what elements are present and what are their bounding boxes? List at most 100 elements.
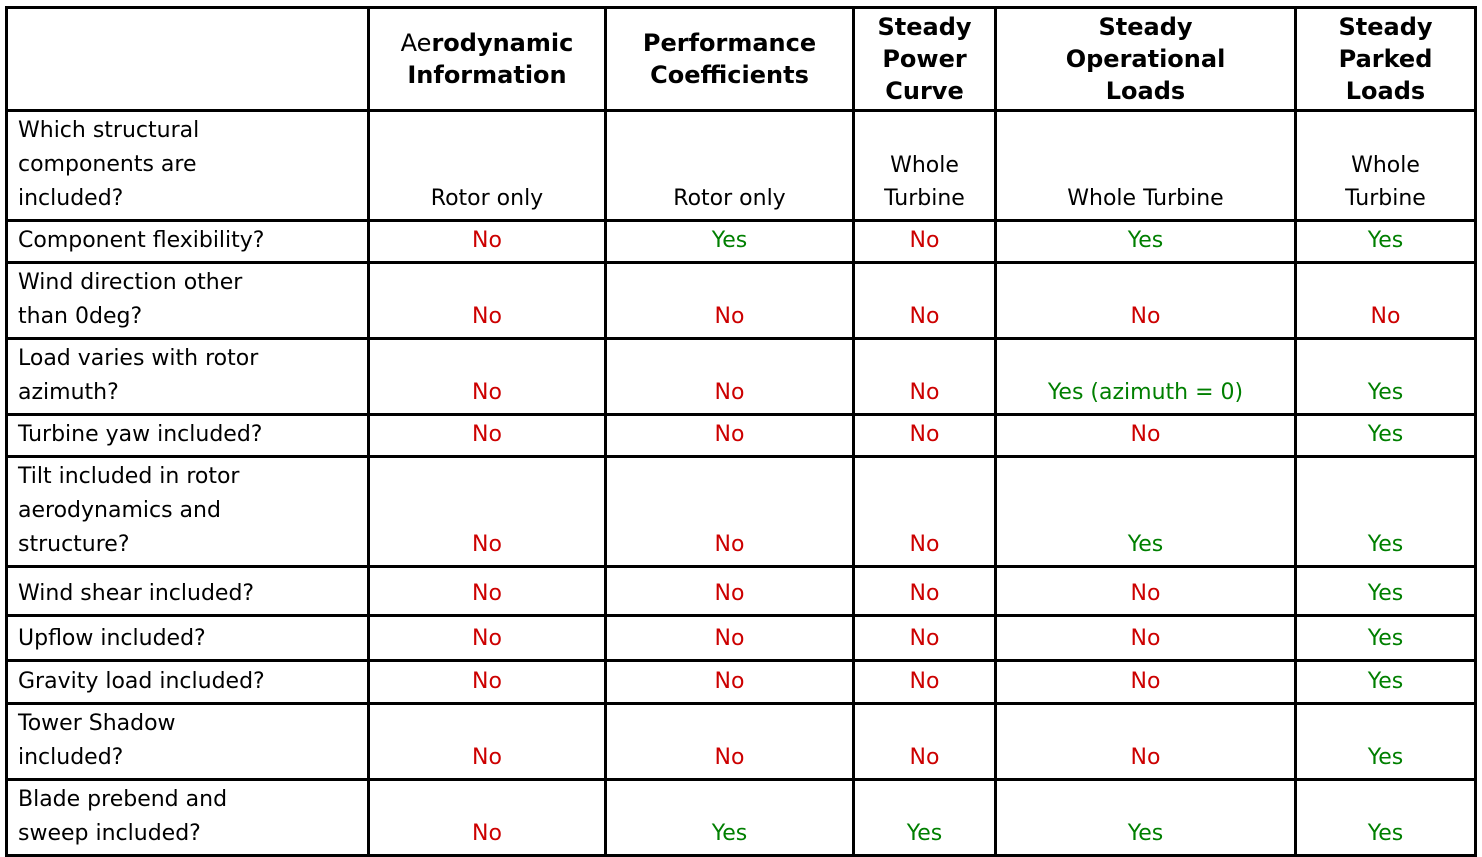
value-line: Whole Turbine xyxy=(1067,186,1224,211)
value-cell: No xyxy=(994,614,1297,662)
value-line: Turbine xyxy=(1345,186,1426,211)
value-line: Rotor only xyxy=(430,186,544,211)
corner-cell xyxy=(5,6,370,112)
value-cell: No xyxy=(852,413,997,458)
value-cell: Whole Turbine xyxy=(994,109,1297,222)
column-header-steady-operational-loads: Steady Operational Loads xyxy=(994,6,1297,112)
row-label-cell: Turbine yaw included? xyxy=(5,413,370,458)
value-cell: Yes xyxy=(1294,413,1477,458)
header-line: Loads xyxy=(1001,75,1290,107)
value-cell: No xyxy=(604,455,855,568)
header-line: Loads xyxy=(1301,75,1470,107)
value-cell: Yes xyxy=(994,219,1297,264)
header-text: rodynamic xyxy=(431,29,574,57)
row-label-cell: Component flexibility? xyxy=(5,219,370,264)
header-line: Steady xyxy=(1001,11,1290,43)
header-text: Curve xyxy=(885,77,964,105)
row-label-line: Wind direction other xyxy=(18,270,243,295)
value-cell: No xyxy=(994,413,1297,458)
row-label-line: azimuth? xyxy=(18,380,119,405)
header-line: Steady xyxy=(859,11,990,43)
value-cell: No xyxy=(1294,261,1477,340)
column-header-performance-coefficients: Performance Coefficients xyxy=(604,6,855,112)
header-line: Steady xyxy=(1301,11,1470,43)
row-label-line: Turbine yaw included? xyxy=(18,422,263,447)
header-text: Information xyxy=(407,61,567,89)
value-cell: No xyxy=(852,565,997,617)
value-cell: No xyxy=(994,565,1297,617)
header-row: Aerodynamic Information Performance Coeffic… xyxy=(5,6,1477,112)
value-cell: Rotor only xyxy=(367,109,607,222)
row-label-line: Component flexibility? xyxy=(18,228,265,253)
value-line: Whole xyxy=(890,153,959,178)
header-line: Coefficients xyxy=(611,59,848,91)
value-cell: No xyxy=(852,659,997,705)
row-label-line: components are xyxy=(18,152,197,177)
value-cell: Yes xyxy=(1294,337,1477,416)
row-label-line: Load varies with rotor xyxy=(18,346,259,371)
row-label-line: aerodynamics and xyxy=(18,498,221,523)
value-cell: No xyxy=(367,219,607,264)
value-cell: Yes xyxy=(1294,565,1477,617)
row-label-line: than 0deg? xyxy=(18,304,143,329)
table-row: Wind direction other than 0deg? No No No No No xyxy=(5,261,1477,340)
header-text: Steady xyxy=(1338,13,1433,41)
header-line: Aerodynamic xyxy=(374,27,600,59)
row-label-cell: Gravity load included? xyxy=(5,659,370,705)
header-line: Power xyxy=(859,43,990,75)
table-row: Upflow included? No No No No Yes xyxy=(5,614,1477,662)
header-text: Loads xyxy=(1105,77,1186,105)
column-header-steady-parked-loads: Steady Parked Loads xyxy=(1294,6,1477,112)
header-text: Parked xyxy=(1338,45,1433,73)
row-label-line: structure? xyxy=(18,532,130,557)
value-cell: Yes xyxy=(1294,778,1477,857)
value-cell: Yes xyxy=(604,219,855,264)
column-header-aerodynamic-information: Aerodynamic Information xyxy=(367,6,607,112)
value-cell: No xyxy=(852,614,997,662)
table-header: Aerodynamic Information Performance Coeffic… xyxy=(5,6,1477,112)
value-cell: No xyxy=(367,565,607,617)
table-row: Blade prebend and sweep included? No Yes Yes… xyxy=(5,778,1477,857)
table-row: Which structural components are included? R… xyxy=(5,109,1477,222)
value-cell: Yes xyxy=(1294,219,1477,264)
header-line: Information xyxy=(374,59,600,91)
header-text: Power xyxy=(882,45,967,73)
value-cell: No xyxy=(367,337,607,416)
row-label-line: Tilt included in rotor xyxy=(18,464,240,489)
row-label-line: Tower Shadow xyxy=(18,711,176,736)
table-row: Tilt included in rotor aerodynamics and st… xyxy=(5,455,1477,568)
value-cell: No xyxy=(367,659,607,705)
value-line: Turbine xyxy=(884,186,965,211)
value-cell: Yes xyxy=(1294,702,1477,781)
table-row: Tower Shadow included? No No No No Yes xyxy=(5,702,1477,781)
header-line: Performance xyxy=(611,27,848,59)
header-text: Ae xyxy=(400,29,432,57)
value-cell: No xyxy=(852,337,997,416)
value-cell: No xyxy=(367,702,607,781)
header-line: Operational xyxy=(1001,43,1290,75)
value-cell: Yes xyxy=(1294,659,1477,705)
row-label-cell: Load varies with rotor azimuth? xyxy=(5,337,370,416)
value-cell: No xyxy=(852,261,997,340)
table-row: Gravity load included? No No No No Yes xyxy=(5,659,1477,705)
row-label-cell: Blade prebend and sweep included? xyxy=(5,778,370,857)
value-cell: Rotor only xyxy=(604,109,855,222)
header-line: Parked xyxy=(1301,43,1470,75)
header-text: Steady xyxy=(1098,13,1193,41)
value-cell: No xyxy=(604,659,855,705)
value-cell: Yes xyxy=(852,778,997,857)
value-cell: No xyxy=(604,565,855,617)
row-label-cell: Which structural components are included? xyxy=(5,109,370,222)
header-text: Coefficients xyxy=(650,61,809,89)
value-cell: Yes xyxy=(1294,614,1477,662)
value-cell: Yes xyxy=(1294,455,1477,568)
value-cell: Yes xyxy=(604,778,855,857)
header-text: Steady xyxy=(877,13,972,41)
row-label-line: Blade prebend and xyxy=(18,787,228,812)
value-cell: No xyxy=(852,219,997,264)
row-label-line: included? xyxy=(18,745,124,770)
row-label-line: Wind shear included? xyxy=(18,581,255,606)
header-text: Operational xyxy=(1065,45,1226,73)
value-cell: No xyxy=(604,702,855,781)
table-row: Component flexibility? No Yes No Yes Yes xyxy=(5,219,1477,264)
